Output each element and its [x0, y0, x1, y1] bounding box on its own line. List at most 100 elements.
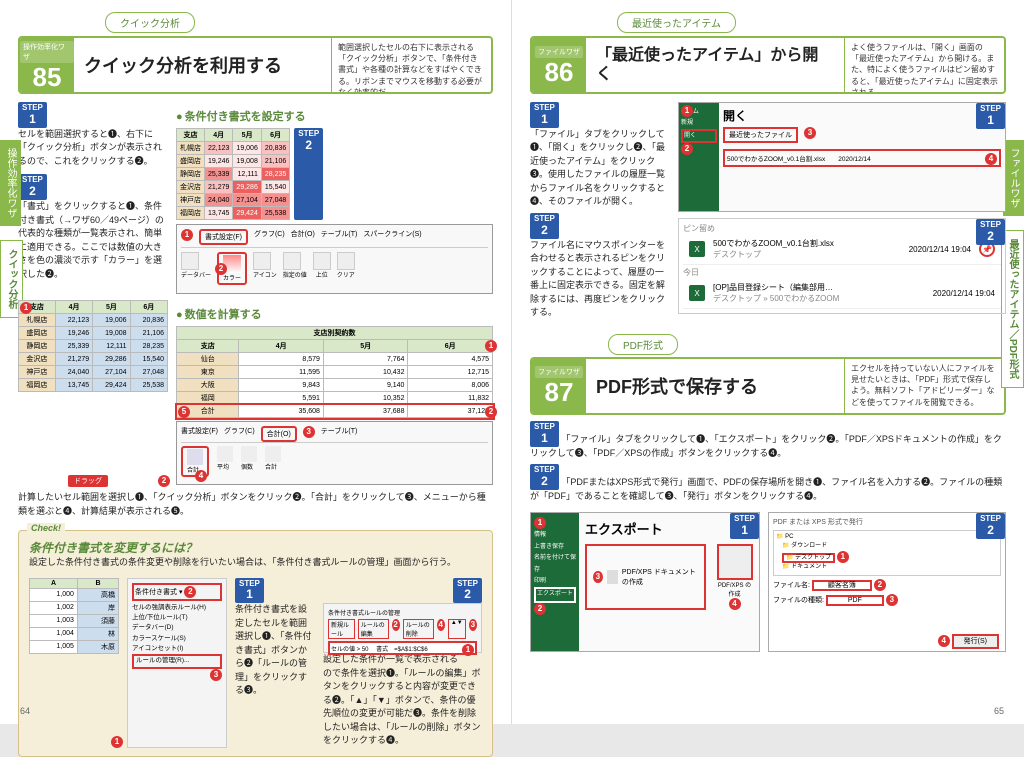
- subhead-1: 条件付き書式を設定する: [176, 108, 493, 124]
- check-s2: 設定した条件が一覧で表示されるので条件を選択❶。「ルールの編集」ボタンをクリック…: [323, 653, 482, 748]
- step-badge-1: STEP1: [18, 102, 47, 128]
- export-screen: 1 情報上書き保存名前を付けて保存印刷 エクスポート 2 エクスポート 3 PD…: [530, 512, 760, 652]
- page-number-left: 64: [20, 706, 30, 716]
- tip-desc-87: エクセルを持っていない人にファイルを見せたいときは、「PDF」形式で保存しよう。…: [844, 359, 1004, 413]
- menu-manage[interactable]: ルールの管理(R)...: [132, 654, 222, 668]
- btn-new-rule[interactable]: 新規ルール: [328, 619, 355, 639]
- file-sidebar: ホーム新規 開く 2: [679, 103, 719, 211]
- icon-clear[interactable]: クリア: [337, 252, 355, 285]
- recent-file-row[interactable]: 500でわかるZOOM_v0.1台割.xlsx 2020/12/14 4: [723, 149, 1001, 167]
- step-1-text: セルを範囲選択すると❶、右下に「クイック分析」ボタンが表示されるので、これをクリ…: [18, 128, 168, 169]
- quick-analysis-popup-2: 書式設定(F) グラフ(C) 合計(O) 3 テーブル(T) 合計 平均 個数 …: [176, 421, 493, 485]
- btn-edit-rule[interactable]: ルールの編集: [358, 619, 389, 639]
- icon-count[interactable]: 個数: [241, 446, 257, 477]
- sidebar-export[interactable]: エクスポート: [534, 587, 576, 602]
- subhead-2: 数値を計算する: [176, 306, 493, 322]
- filetype-select[interactable]: PDF: [826, 595, 884, 606]
- tab-table-2[interactable]: テーブル(T): [321, 426, 358, 442]
- marker-3: 3: [303, 426, 315, 438]
- tab-format[interactable]: 書式設定(F): [199, 229, 248, 245]
- icon-iconset[interactable]: アイコン: [253, 252, 277, 285]
- marker-2: 2: [215, 263, 227, 275]
- icon-value[interactable]: 指定の値: [283, 252, 307, 285]
- s2-86: ファイル名にマウスポインターを合わせると表示されるピンをクリックすることによって…: [530, 239, 670, 320]
- menu-top[interactable]: 上位/下位ルール(T): [132, 613, 222, 623]
- icon-avg[interactable]: 平均: [217, 446, 233, 477]
- marker-1c: 1: [485, 340, 497, 352]
- marker-1: 1: [181, 229, 193, 241]
- tab-total[interactable]: 合計(O): [291, 229, 315, 245]
- check-s1: 条件付き書式を設定したセルを範囲選択し❶、「条件付き書式」ボタンから❷「ルールの…: [235, 603, 315, 698]
- step-1-87: STEP1: [530, 421, 559, 447]
- tip-header-86: ファイルワザ 86 「最近使ったアイテム」から開く よく使うファイルは、「開く」…: [530, 36, 1006, 94]
- btn-conditional[interactable]: 条件付き書式 ▾ 2: [132, 583, 222, 601]
- rules-manager-dialog: 条件付き書式ルールの管理 新規ルール ルールの編集2 ルールの削除4 ▲▼3 セ…: [323, 603, 482, 653]
- tab-sparkline[interactable]: スパークライン(S): [363, 229, 421, 245]
- check-label: Check!: [27, 523, 65, 533]
- tab-chart[interactable]: グラフ(C): [254, 229, 285, 245]
- calc-text: 計算したいセル範囲を選択し❶、「クイック分析」ボタンをクリック❷。「合計」をクリ…: [18, 491, 493, 518]
- folder-tree[interactable]: 📁 PC 📁 ダウンロード 📁 デスクトップ 1 📁 ドキュメント: [773, 530, 1001, 576]
- page-65: ファイルワザ 最近使ったアイテム／PDF形式 最近使ったアイテム ファイルワザ …: [512, 0, 1024, 724]
- icon-databar[interactable]: データバー: [181, 252, 211, 285]
- excel-table-heatmap: 支店4月5月6月 札幌店22,12319,00620,836 盛岡店19,246…: [176, 128, 290, 220]
- icon-top[interactable]: 上位: [313, 252, 331, 285]
- tip-desc-86: よく使うファイルは、「開く」画面の「最近使ったアイテム」から開ける。また、特によ…: [844, 38, 1004, 92]
- step-2-img-87: STEP2: [976, 513, 1005, 539]
- tip-header-85: 操作効率化ワザ 85 クイック分析を利用する 範囲選択したセルの右下に表示される…: [18, 36, 493, 94]
- tip-badge-86: ファイルワザ 86: [532, 38, 586, 92]
- file-sidebar-2: 1 情報上書き保存名前を付けて保存印刷 エクスポート 2: [531, 513, 579, 651]
- check-step-1: STEP1: [235, 578, 264, 604]
- menu-databar[interactable]: データバー(D): [132, 623, 222, 633]
- btn-publish[interactable]: 発行(S): [952, 634, 999, 649]
- tip-title: クイック分析を利用する: [74, 38, 331, 92]
- page-64: 操作効率化ワザ クイック分析 クイック分析 操作効率化ワザ 85 クイック分析を…: [0, 0, 512, 724]
- save-dialog: PDF または XPS 形式で発行 📁 PC 📁 ダウンロード 📁 デスクトップ…: [768, 512, 1006, 652]
- tip-badge: 操作効率化ワザ 85: [20, 38, 74, 92]
- menu-iconset[interactable]: アイコンセット(I): [132, 644, 222, 654]
- export-heading: エクスポート: [585, 519, 753, 538]
- top-tab-86: 最近使ったアイテム: [617, 12, 736, 33]
- side-tab-category: 操作効率化ワザ: [0, 140, 21, 226]
- file-row-1[interactable]: X 500でわかるZOOM_v0.1台割.xlsxデスクトップ 2020/12/…: [683, 234, 1001, 265]
- check-marker-1: 1: [111, 736, 123, 748]
- tab-format-2[interactable]: 書式設定(F): [181, 426, 218, 442]
- top-tab: クイック分析: [105, 12, 195, 33]
- step-2-text: 「書式」をクリックすると❶、条件付き書式（→ワザ60／49ページ）の代表的な種類…: [18, 200, 168, 281]
- excel-table-select: 支店4月5月6月 札幌店22,12319,00620,836 盛岡店19,246…: [18, 300, 168, 392]
- sidebar-open[interactable]: 開く: [681, 129, 717, 144]
- excel-icon-2: X: [689, 285, 705, 301]
- tab-chart-2[interactable]: グラフ(C): [224, 426, 255, 442]
- tab-total-2[interactable]: 合計(O): [261, 426, 297, 442]
- btn-updown[interactable]: ▲▼: [448, 619, 466, 639]
- top-tab-87: PDF形式: [608, 334, 678, 355]
- icon-sum2[interactable]: 合計: [265, 446, 281, 477]
- check-marker-3: 3: [210, 669, 222, 681]
- excel-open-screen: ホーム新規 開く 2 開く 最近使ったファイル 3 500でわかるZOOM_v0…: [678, 102, 1006, 212]
- step-badge-2: STEP2: [18, 174, 47, 200]
- check-title: 条件付き書式を変更するには？: [29, 539, 482, 556]
- tip-title-86: 「最近使ったアイテム」から開く: [586, 38, 844, 92]
- today-heading: 今日: [683, 267, 1001, 278]
- btn-pdfxps-create[interactable]: 3 PDF/XPS ドキュメントの作成: [585, 544, 706, 610]
- excel-icon: X: [689, 241, 705, 257]
- filename-input[interactable]: 顧客名簿: [812, 580, 872, 591]
- btn-create-pdf[interactable]: [717, 544, 753, 580]
- tip-title-87: PDF形式で保存する: [586, 359, 844, 413]
- marker-2c: 2: [485, 406, 497, 418]
- page-number-right: 65: [994, 706, 1004, 716]
- file-row-2[interactable]: X [OP]品目登録シート（編集部用…デスクトップ » 500でわかるZOOM …: [683, 278, 1001, 309]
- s1b-87: 「PDFまたはXPS形式で発行」画面で、PDFの保存場所を開き❶、ファイル名を入…: [530, 477, 1002, 501]
- step-2-87: STEP2: [530, 464, 559, 490]
- menu-colorscale[interactable]: カラースケール(S): [132, 634, 222, 644]
- drag-label: ドラッグ: [68, 475, 108, 487]
- step-badge-2b: STEP2: [294, 128, 323, 220]
- step-1-img: STEP1: [976, 103, 1005, 129]
- check-table: AB 1,000高橋 1,002岸 1,003須藤 1,004林 1,005木原: [29, 578, 119, 654]
- btn-recent[interactable]: 最近使ったファイル: [723, 127, 798, 143]
- marker-1-86: 1: [681, 105, 693, 117]
- s1-86: 「ファイル」タブをクリックして❶、「開く」をクリックし❷、「最近使ったアイテム」…: [530, 128, 670, 209]
- menu-highlight[interactable]: セルの強調表示ルール(H): [132, 603, 222, 613]
- tab-table[interactable]: テーブル(T): [321, 229, 358, 245]
- btn-delete-rule[interactable]: ルールの削除: [403, 619, 434, 639]
